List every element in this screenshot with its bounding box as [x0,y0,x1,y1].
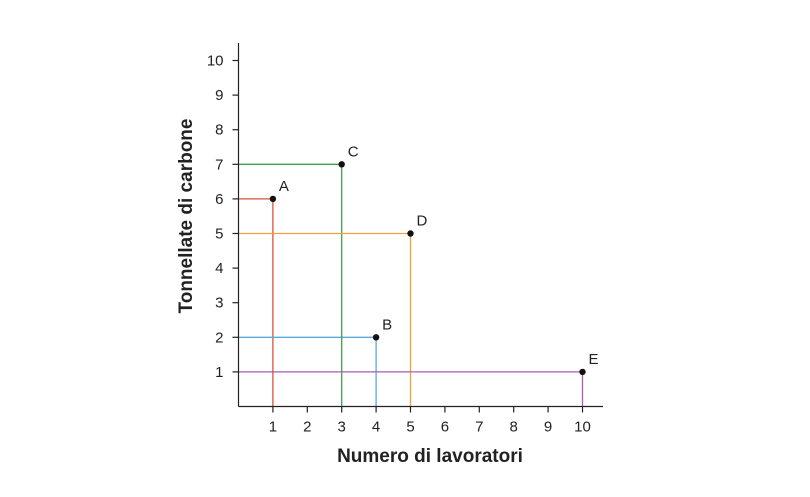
point-b [372,334,380,341]
y-tick-label: 9 [215,87,223,104]
point-label-b: B [382,316,392,333]
point-label-e: E [589,351,599,368]
point-label-c: C [348,143,359,160]
x-tick-label: 3 [338,419,346,436]
y-axis-title: Tonnellate di carbone [176,119,197,314]
y-tick-label: 4 [215,260,223,277]
x-tick-label: 10 [574,419,591,436]
y-tick-label: 7 [215,156,223,173]
y-tick-label: 5 [215,226,223,243]
point-c [338,161,345,168]
axes [237,43,603,408]
point-label-a: A [279,178,289,195]
point-a [269,195,277,203]
x-tick-label: 8 [510,419,518,436]
x-axis-title: Numero di lavoratori [337,446,523,467]
y-tick-label: 8 [215,122,223,139]
x-tick-label: 7 [475,419,483,436]
x-tick-label: 2 [303,419,311,436]
point-e [579,368,586,376]
x-tick-label: 5 [406,419,414,436]
y-tick-label: 3 [215,295,223,312]
point-label-d: D [417,213,428,230]
x-tick-label: 4 [372,419,380,436]
y-tick-label: 2 [215,329,223,346]
y-tick-label: 1 [215,364,223,381]
y-tick-label: 10 [207,53,224,70]
point-d [407,230,414,237]
x-tick-label: 1 [269,419,277,436]
x-tick-label: 6 [441,419,449,436]
data-points: A B C D E [269,143,599,376]
y-tick-label: 6 [215,191,223,208]
x-tick-label: 9 [544,419,552,436]
y-ticks: 1 2 3 4 5 6 7 8 9 10 [207,53,239,381]
x-ticks: 1 2 3 4 5 6 7 8 9 10 [269,406,591,436]
guide-lines [238,163,584,407]
